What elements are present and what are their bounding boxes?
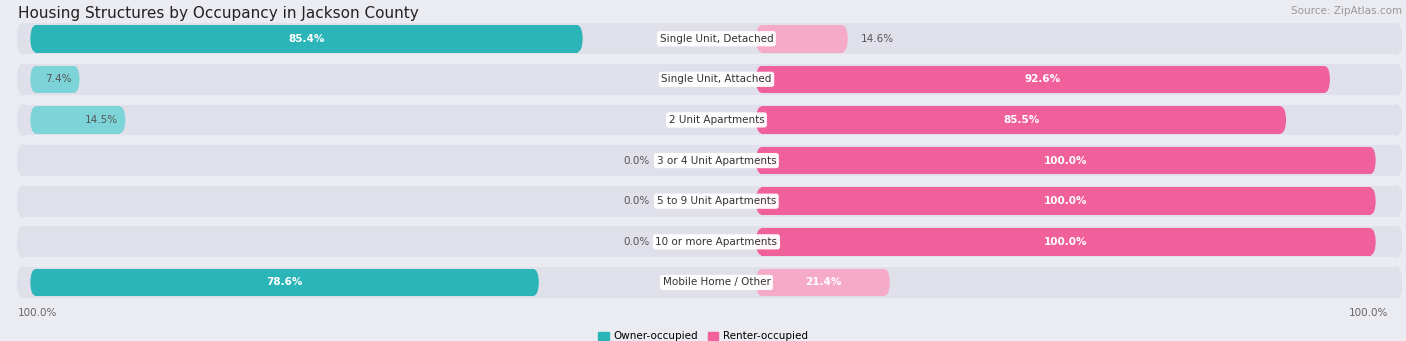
Circle shape xyxy=(1392,64,1402,95)
FancyBboxPatch shape xyxy=(761,269,884,296)
Circle shape xyxy=(756,229,765,254)
FancyBboxPatch shape xyxy=(22,226,1396,257)
Text: 100.0%: 100.0% xyxy=(1045,196,1088,206)
FancyBboxPatch shape xyxy=(35,65,75,93)
FancyBboxPatch shape xyxy=(761,106,1281,134)
Text: Single Unit, Detached: Single Unit, Detached xyxy=(659,34,773,44)
Circle shape xyxy=(756,107,765,132)
FancyBboxPatch shape xyxy=(22,145,1396,176)
Circle shape xyxy=(18,23,28,54)
Circle shape xyxy=(1322,67,1329,92)
FancyBboxPatch shape xyxy=(761,65,1324,93)
Circle shape xyxy=(756,26,765,51)
Circle shape xyxy=(1392,104,1402,135)
FancyBboxPatch shape xyxy=(22,23,1396,54)
Text: Source: ZipAtlas.com: Source: ZipAtlas.com xyxy=(1291,6,1402,16)
Circle shape xyxy=(1367,148,1375,173)
Text: 85.5%: 85.5% xyxy=(1002,115,1039,125)
Circle shape xyxy=(1392,226,1402,257)
Text: 100.0%: 100.0% xyxy=(1045,237,1088,247)
Circle shape xyxy=(18,64,28,95)
Circle shape xyxy=(1367,229,1375,254)
Circle shape xyxy=(18,226,28,257)
Text: 0.0%: 0.0% xyxy=(623,155,650,166)
FancyBboxPatch shape xyxy=(35,269,534,296)
Text: 100.0%: 100.0% xyxy=(1045,155,1088,166)
Text: 21.4%: 21.4% xyxy=(804,278,841,287)
Circle shape xyxy=(880,270,889,295)
FancyBboxPatch shape xyxy=(761,25,844,53)
Text: 5 to 9 Unit Apartments: 5 to 9 Unit Apartments xyxy=(657,196,776,206)
Circle shape xyxy=(1277,107,1285,132)
Circle shape xyxy=(31,270,39,295)
Text: 2 Unit Apartments: 2 Unit Apartments xyxy=(669,115,765,125)
Text: 3 or 4 Unit Apartments: 3 or 4 Unit Apartments xyxy=(657,155,776,166)
Circle shape xyxy=(1392,186,1402,217)
Circle shape xyxy=(18,145,28,176)
FancyBboxPatch shape xyxy=(22,64,1396,95)
Circle shape xyxy=(574,26,582,51)
Text: Mobile Home / Other: Mobile Home / Other xyxy=(662,278,770,287)
Text: 14.6%: 14.6% xyxy=(860,34,894,44)
Text: 100.0%: 100.0% xyxy=(1348,308,1388,318)
Text: 0.0%: 0.0% xyxy=(623,237,650,247)
Text: 100.0%: 100.0% xyxy=(18,308,58,318)
FancyBboxPatch shape xyxy=(35,106,121,134)
Circle shape xyxy=(1392,23,1402,54)
FancyBboxPatch shape xyxy=(22,267,1396,298)
Circle shape xyxy=(18,186,28,217)
FancyBboxPatch shape xyxy=(22,186,1396,217)
FancyBboxPatch shape xyxy=(22,104,1396,135)
Circle shape xyxy=(1392,145,1402,176)
Text: 10 or more Apartments: 10 or more Apartments xyxy=(655,237,778,247)
Text: 78.6%: 78.6% xyxy=(266,278,302,287)
Circle shape xyxy=(756,270,765,295)
Circle shape xyxy=(1392,267,1402,298)
FancyBboxPatch shape xyxy=(761,228,1371,256)
Text: Single Unit, Attached: Single Unit, Attached xyxy=(661,74,772,84)
Circle shape xyxy=(839,26,846,51)
Circle shape xyxy=(756,148,765,173)
FancyBboxPatch shape xyxy=(35,25,578,53)
Circle shape xyxy=(31,26,39,51)
Text: Housing Structures by Occupancy in Jackson County: Housing Structures by Occupancy in Jacks… xyxy=(18,6,419,21)
Text: 85.4%: 85.4% xyxy=(288,34,325,44)
Circle shape xyxy=(31,107,39,132)
Circle shape xyxy=(31,67,39,92)
Circle shape xyxy=(18,267,28,298)
Text: 14.5%: 14.5% xyxy=(84,115,118,125)
Text: 92.6%: 92.6% xyxy=(1025,74,1062,84)
Circle shape xyxy=(756,67,765,92)
Text: 0.0%: 0.0% xyxy=(623,196,650,206)
Circle shape xyxy=(530,270,538,295)
Legend: Owner-occupied, Renter-occupied: Owner-occupied, Renter-occupied xyxy=(599,331,807,341)
FancyBboxPatch shape xyxy=(761,188,1371,215)
FancyBboxPatch shape xyxy=(761,147,1371,174)
Circle shape xyxy=(756,189,765,213)
Circle shape xyxy=(18,104,28,135)
Circle shape xyxy=(1367,189,1375,213)
Circle shape xyxy=(70,67,79,92)
Text: 7.4%: 7.4% xyxy=(45,74,72,84)
Circle shape xyxy=(117,107,125,132)
